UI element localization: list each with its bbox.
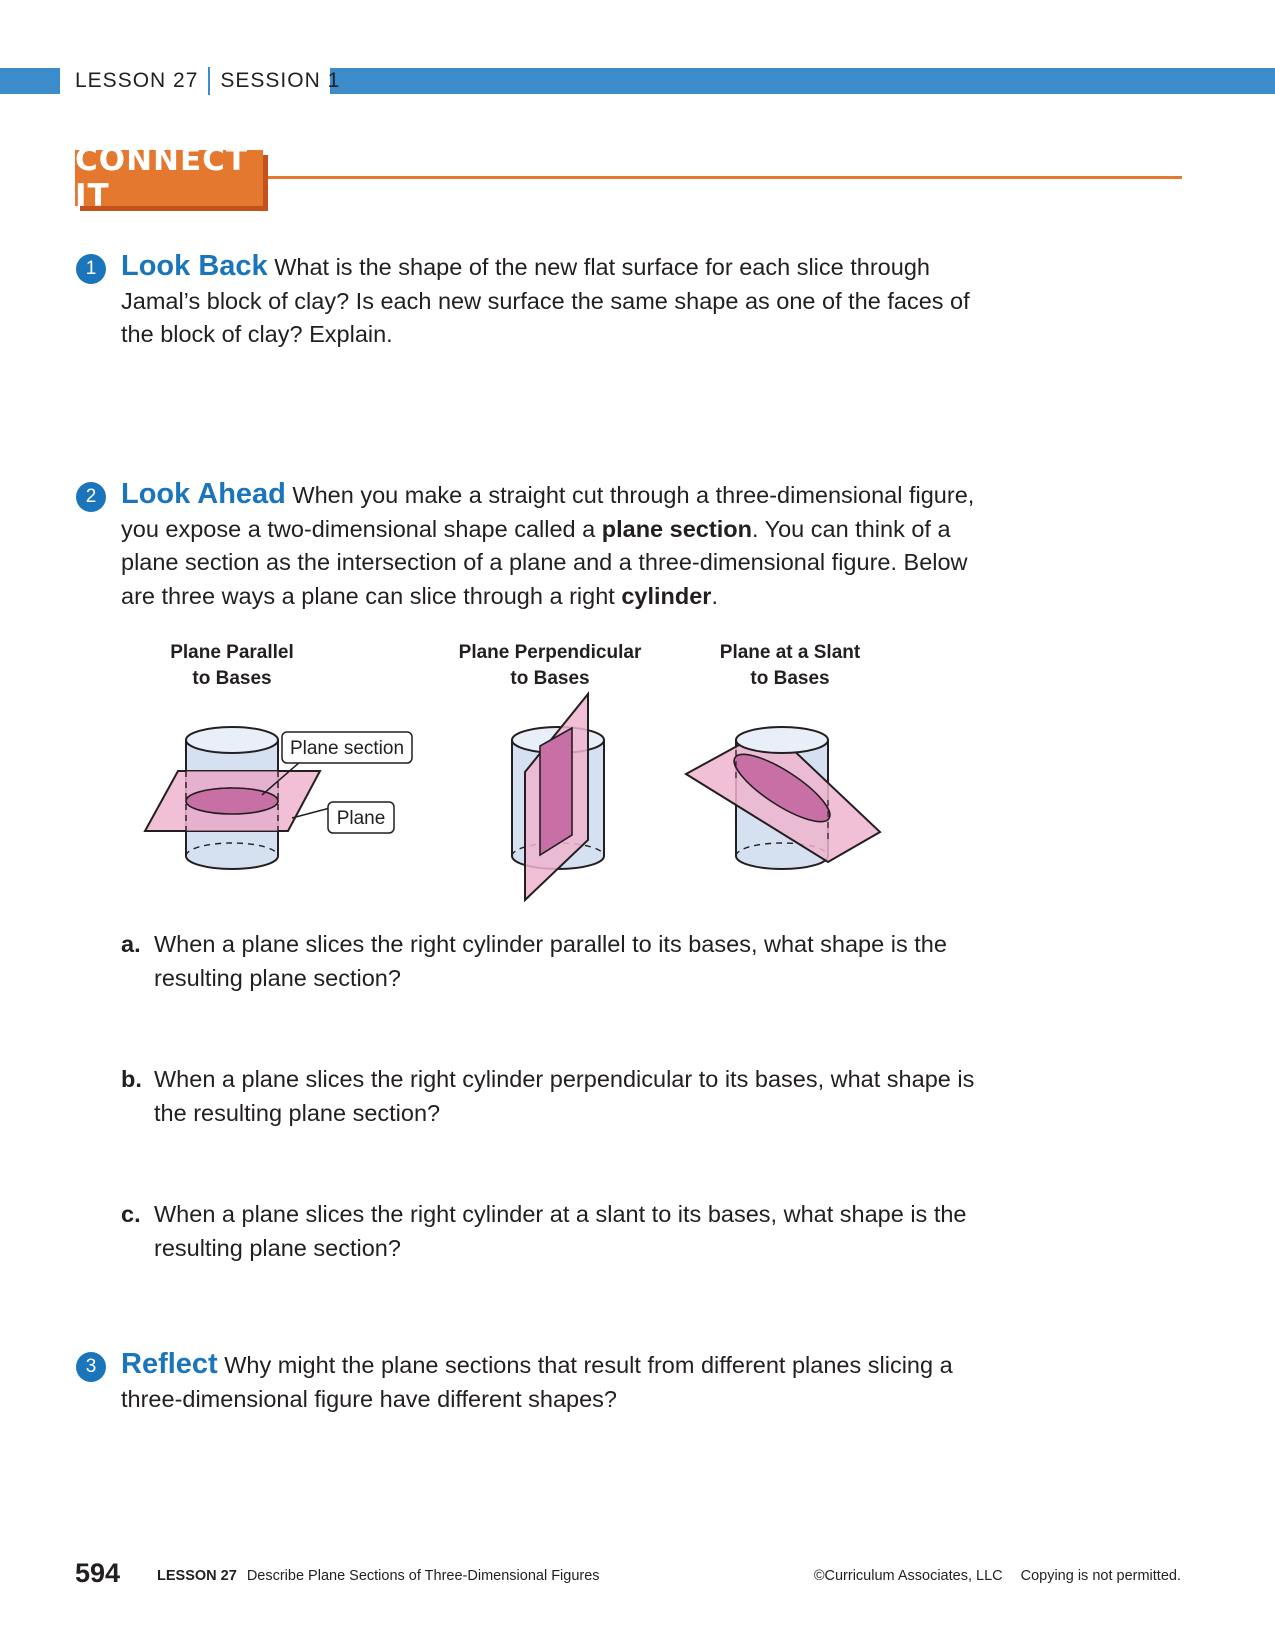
part-b: b. When a plane slices the right cylinde… [121, 1063, 1001, 1130]
term-cylinder: cylinder [621, 582, 712, 609]
problem-3-text: Reflect Why might the plane sections tha… [121, 1348, 981, 1416]
problem-1-text: Look Back What is the shape of the new f… [121, 250, 981, 352]
figure-2-title-line1: Plane Perpendicular [458, 642, 642, 663]
cylinder-figures: Plane section Plane [143, 691, 882, 903]
figure-perpendicular-diagram [511, 691, 605, 903]
part-a-label: a. [121, 931, 141, 957]
copying-notice: Copying is not permitted. [1020, 1568, 1181, 1584]
figure-1-title-line2: to Bases [192, 668, 272, 689]
figure-3-title-line1: Plane at a Slant [719, 642, 861, 663]
part-a: a. When a plane slices the right cylinde… [121, 928, 1001, 995]
problem-3-body: Why might the plane sections that result… [121, 1352, 953, 1412]
figure-2-title: Plane Perpendicular to Bases [440, 640, 660, 692]
callout-plane-section-box [281, 731, 413, 764]
part-c-label: c. [121, 1201, 141, 1227]
session-label: SESSION 1 [220, 69, 341, 92]
lesson-label: LESSON 27 [75, 69, 199, 92]
connect-it-banner: CONNECT IT [75, 142, 263, 214]
problem-1-number: 1 [76, 254, 106, 284]
footer-lesson-title: Describe Plane Sections of Three-Dimensi… [246, 1568, 600, 1584]
header-divider [208, 67, 211, 95]
callout-plane: Plane [337, 808, 386, 829]
part-b-text: When a plane slices the right cylinder p… [154, 1066, 975, 1126]
part-b-label: b. [121, 1066, 142, 1092]
callout-leader-plane [291, 807, 331, 819]
figure-1-title: Plane Parallel to Bases [142, 640, 322, 692]
plane-section-rectangle [539, 726, 573, 857]
lesson-session-header: LESSON 27 SESSION 1 [75, 66, 340, 96]
callout-plane-section: Plane section [290, 738, 404, 759]
cylinder-1-hidden-base [185, 842, 279, 857]
term-plane-section: plane section [601, 515, 752, 542]
plane-section-ellipse [733, 753, 831, 823]
footer-copyright: ©Curriculum Associates, LLC Copying is no… [814, 1568, 1181, 1584]
page-number: 594 [75, 1558, 121, 1588]
figure-parallel-diagram: Plane section Plane [143, 726, 413, 870]
footer-lesson: LESSON 27 Describe Plane Sections of Thr… [157, 1568, 600, 1584]
problem-2-body-2: . You can think of a plane section as th… [121, 515, 968, 609]
header-band-right [330, 68, 1275, 94]
footer-lesson-label: LESSON 27 [157, 1568, 237, 1584]
connect-it-rule [268, 176, 1182, 179]
copyright-text: ©Curriculum Associates, LLC [813, 1568, 1003, 1584]
problem-2-keyword: Look Ahead [121, 478, 286, 510]
plane-section-circle [185, 787, 279, 815]
cylinder-3-top [735, 726, 829, 754]
problem-2-text: Look Ahead When you make a straight cut … [121, 478, 981, 613]
problem-1-keyword: Look Back [121, 250, 268, 282]
callout-plane-box [327, 801, 395, 834]
figure-slant-diagram [684, 726, 882, 870]
problem-3-keyword: Reflect [121, 1348, 218, 1380]
problem-1-body: What is the shape of the new flat surfac… [121, 254, 970, 347]
cylinder-1-top [185, 726, 279, 754]
part-c: c. When a plane slices the right cylinde… [121, 1198, 1001, 1265]
figure-3-title-line2: to Bases [750, 668, 830, 689]
problem-2-body-1: When you make a straight cut through a t… [121, 482, 975, 542]
problem-2-number: 2 [76, 482, 106, 512]
problem-3-number: 3 [76, 1352, 106, 1382]
problem-2-body-3: . [711, 582, 718, 609]
figure-1-title-line1: Plane Parallel [170, 642, 294, 663]
figure-3-title: Plane at a Slant to Bases [690, 640, 890, 692]
part-c-text: When a plane slices the right cylinder a… [154, 1201, 967, 1261]
part-a-text: When a plane slices the right cylinder p… [154, 931, 947, 991]
header-band-left [0, 68, 60, 94]
figure-2-title-line2: to Bases [510, 668, 590, 689]
